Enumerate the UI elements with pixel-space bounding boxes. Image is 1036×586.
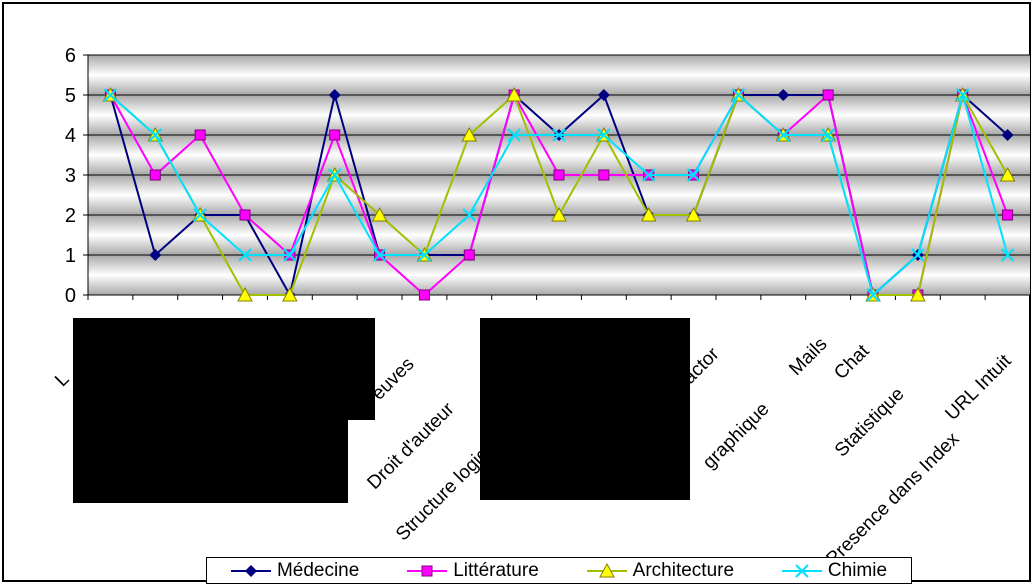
legend-item-litterature: Littérature — [407, 560, 539, 582]
legend-item-architecture: Architecture — [586, 559, 735, 582]
x-tick-label: Chat — [830, 340, 874, 384]
data-point — [821, 128, 835, 142]
data-point — [417, 248, 432, 262]
y-tick-label: 4 — [65, 125, 76, 147]
data-point — [552, 128, 566, 142]
legend-swatch-architecture — [586, 562, 627, 577]
x-tick-label: Mails — [785, 334, 831, 380]
data-point — [551, 206, 567, 222]
plot-band — [88, 55, 1030, 95]
data-point — [283, 248, 297, 262]
data-point — [372, 248, 387, 262]
data-point — [866, 288, 880, 302]
plot-band — [88, 215, 1030, 255]
x-tick-label: Statistique — [831, 384, 909, 462]
data-point — [597, 89, 610, 101]
data-point — [506, 86, 522, 102]
data-point — [149, 169, 161, 181]
data-point — [507, 128, 521, 142]
data-point — [1002, 209, 1014, 221]
redaction-block — [480, 318, 635, 500]
plot-band — [88, 255, 1030, 295]
data-point — [910, 286, 926, 302]
data-point — [239, 209, 251, 221]
redaction-block — [73, 420, 285, 503]
legend-label-chimie: Chimie — [827, 559, 888, 581]
data-point — [328, 168, 342, 182]
y-tick-label: 3 — [65, 165, 76, 187]
y-tick-label: 0 — [65, 285, 76, 307]
data-point — [598, 169, 610, 181]
data-point — [328, 89, 341, 101]
data-point — [731, 88, 746, 102]
y-tick-label: 1 — [65, 245, 76, 267]
data-point — [1001, 129, 1014, 141]
y-tick-label: 6 — [65, 45, 76, 67]
data-point — [822, 89, 834, 101]
data-point — [418, 289, 430, 301]
redaction-block — [240, 318, 375, 420]
legend-label-medecine: Médecine — [276, 559, 360, 581]
plot-band — [88, 95, 1030, 135]
legend: Médecine Littérature Architecture Chimie — [206, 557, 912, 584]
legend-swatch-medecine — [230, 564, 271, 577]
data-point — [194, 129, 206, 141]
data-point — [777, 89, 790, 101]
data-point — [282, 286, 298, 302]
data-point — [685, 206, 702, 222]
data-point — [911, 248, 925, 262]
data-point — [237, 286, 253, 302]
y-tick-label: 5 — [65, 85, 76, 107]
data-point — [149, 249, 162, 261]
data-point — [193, 208, 207, 222]
data-point — [461, 126, 478, 142]
data-point — [148, 128, 162, 142]
legend-swatch-litterature — [407, 565, 448, 576]
data-point — [597, 128, 611, 142]
y-tick-label: 2 — [65, 205, 76, 227]
data-point — [640, 206, 657, 222]
data-point — [776, 128, 790, 142]
data-point — [999, 166, 1016, 182]
legend-label-architecture: Architecture — [632, 559, 735, 581]
data-point — [371, 206, 388, 222]
legend-item-medecine: Médecine — [230, 559, 360, 582]
data-point — [642, 168, 656, 182]
legend-label-litterature: Littérature — [453, 559, 539, 581]
data-point — [462, 208, 476, 222]
data-point — [553, 169, 565, 181]
legend-item-chimie: Chimie — [781, 559, 888, 582]
data-point — [103, 88, 118, 102]
x-tick-label: euves — [368, 354, 419, 405]
x-tick-label: graphique — [699, 399, 774, 474]
data-point — [686, 168, 701, 182]
data-point — [463, 249, 475, 261]
plot-band — [88, 135, 1030, 175]
data-point — [329, 129, 341, 141]
legend-swatch-chimie — [781, 563, 822, 578]
data-point — [1000, 248, 1015, 262]
data-point — [956, 88, 970, 102]
x-tick-label: L — [51, 369, 73, 391]
data-point — [238, 248, 252, 262]
x-tick-label: URL Intuit — [941, 350, 1016, 425]
